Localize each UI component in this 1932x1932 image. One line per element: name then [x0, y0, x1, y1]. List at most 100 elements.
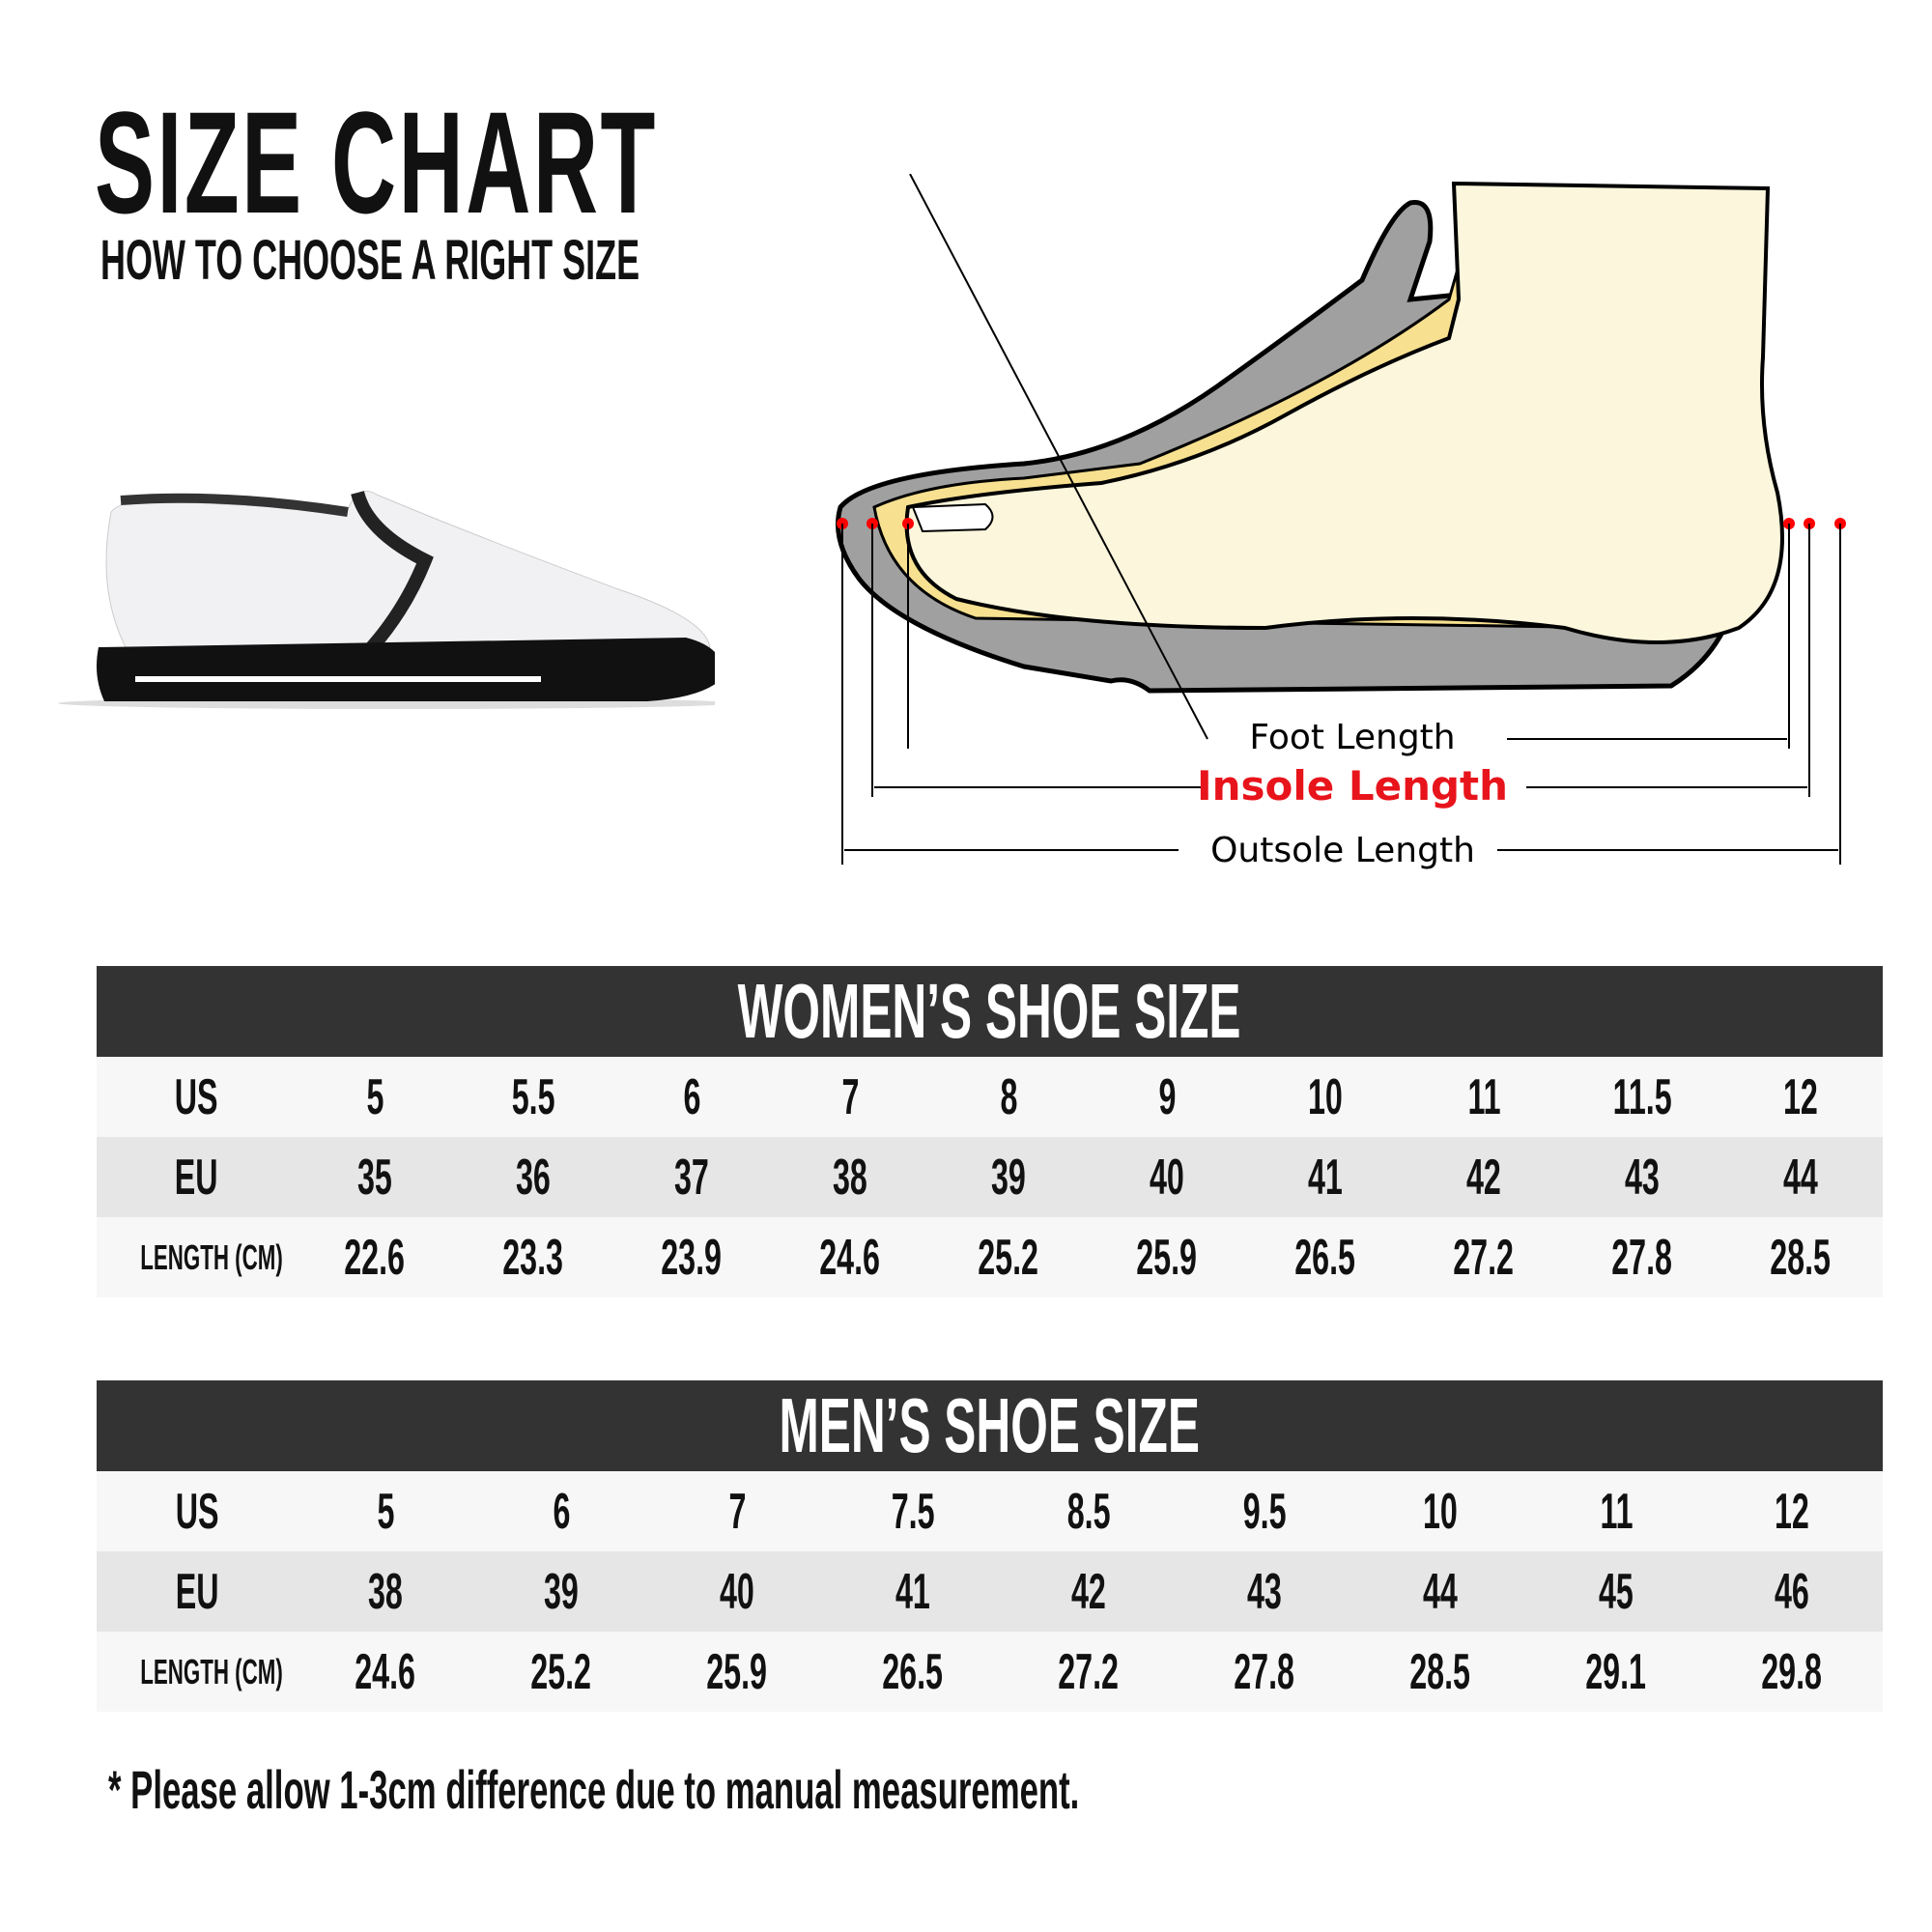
table-cell: 11 — [1528, 1483, 1704, 1541]
table-cell: 26.5 — [825, 1643, 1001, 1701]
cell-value: 9 — [1158, 1068, 1176, 1125]
table-row: US 5 6 7 7.5 8.5 9.5 10 11 12 — [97, 1471, 1883, 1551]
cell-value: 23.3 — [502, 1229, 564, 1286]
page-title-text: SIZE CHART — [95, 81, 658, 243]
table-cell: 9 — [1088, 1068, 1246, 1126]
slip-on-shoe-image — [58, 491, 715, 709]
mens-table-title-text: MEN’S SHOE SIZE — [779, 1382, 1201, 1468]
table-cell: 38 — [298, 1563, 473, 1621]
cell-value: 42 — [1071, 1563, 1106, 1620]
table-cell: 42 — [1001, 1563, 1177, 1621]
row-label: EU — [97, 1149, 296, 1207]
table-cell: 23.3 — [454, 1229, 612, 1287]
cell-value: 29.8 — [1761, 1643, 1823, 1700]
table-cell: 11.5 — [1563, 1068, 1721, 1126]
table-cell: 29.1 — [1528, 1643, 1704, 1701]
cell-value: 5 — [366, 1068, 384, 1125]
table-cell: 5.5 — [454, 1068, 612, 1126]
table-row: EU 35 36 37 38 39 40 41 42 43 44 — [97, 1137, 1883, 1217]
row-label-text: LENGTH (CM) — [140, 1651, 283, 1691]
cell-value: 26.5 — [882, 1643, 944, 1700]
row-label-text: US — [174, 1068, 218, 1125]
cell-value: 12 — [1775, 1483, 1809, 1540]
table-row: EU 38 39 40 41 42 43 44 45 46 — [97, 1551, 1883, 1632]
table-cell: 7 — [771, 1068, 929, 1126]
table-cell: 25.9 — [1088, 1229, 1246, 1287]
table-cell: 28.5 — [1352, 1643, 1528, 1701]
table-cell: 37 — [612, 1149, 771, 1207]
cell-value: 27.2 — [1453, 1229, 1515, 1286]
cell-value: 28.5 — [1770, 1229, 1832, 1286]
cell-value: 38 — [368, 1563, 403, 1620]
outsole-length-label: Outsole Length — [1210, 831, 1475, 870]
table-row: LENGTH (CM) 24.6 25.2 25.9 26.5 27.2 27.8 28.5 2… — [97, 1632, 1883, 1712]
table-cell: 35 — [296, 1149, 454, 1207]
cell-value: 11 — [1466, 1068, 1501, 1125]
table-cell: 6 — [473, 1483, 649, 1541]
table-cell: 39 — [473, 1563, 649, 1621]
table-cell: 7 — [649, 1483, 825, 1541]
cell-value: 5 — [377, 1483, 394, 1540]
row-label-text: EU — [174, 1149, 218, 1206]
cell-value: 26.5 — [1294, 1229, 1356, 1286]
table-cell: 40 — [649, 1563, 825, 1621]
cell-value: 41 — [1308, 1149, 1343, 1206]
table-cell: 25.2 — [473, 1643, 649, 1701]
table-cell: 40 — [1088, 1149, 1246, 1207]
cell-value: 39 — [544, 1563, 579, 1620]
page-title: SIZE CHART — [95, 81, 1003, 243]
cell-value: 35 — [357, 1149, 392, 1206]
table-cell: 41 — [1246, 1149, 1405, 1207]
womens-size-table: WOMEN’S SHOE SIZE US 5 5.5 6 7 8 9 10 11 11.5 12 E… — [97, 966, 1883, 1297]
table-cell: 27.2 — [1405, 1229, 1563, 1287]
cell-value: 11 — [1599, 1483, 1634, 1540]
table-cell: 9.5 — [1177, 1483, 1352, 1541]
cell-value: 25.2 — [530, 1643, 592, 1700]
cell-value: 43 — [1247, 1563, 1282, 1620]
table-row: LENGTH (CM) 22.6 23.3 23.9 24.6 25.2 25.9 26.5 2… — [97, 1217, 1883, 1297]
cell-value: 10 — [1423, 1483, 1458, 1540]
table-cell: 41 — [825, 1563, 1001, 1621]
cell-value: 27.2 — [1058, 1643, 1120, 1700]
table-cell: 22.6 — [296, 1229, 454, 1287]
table-cell: 44 — [1352, 1563, 1528, 1621]
table-cell: 44 — [1721, 1149, 1880, 1207]
row-label: US — [97, 1068, 296, 1126]
table-cell: 10 — [1246, 1068, 1405, 1126]
row-label: US — [97, 1483, 298, 1541]
table-cell: 29.8 — [1704, 1643, 1880, 1701]
cell-value: 23.9 — [661, 1229, 723, 1286]
table-row: US 5 5.5 6 7 8 9 10 11 11.5 12 — [97, 1057, 1883, 1137]
table-cell: 36 — [454, 1149, 612, 1207]
cell-value: 7.5 — [891, 1483, 935, 1540]
cell-value: 9.5 — [1242, 1483, 1287, 1540]
cell-value: 36 — [516, 1149, 551, 1206]
row-label: EU — [97, 1563, 298, 1621]
cell-value: 8.5 — [1066, 1483, 1111, 1540]
table-cell: 8.5 — [1001, 1483, 1177, 1541]
cell-value: 42 — [1466, 1149, 1501, 1206]
table-cell: 11 — [1405, 1068, 1563, 1126]
cell-value: 29.1 — [1585, 1643, 1647, 1700]
table-cell: 12 — [1721, 1068, 1880, 1126]
row-label: LENGTH (CM) — [97, 1652, 298, 1692]
table-cell: 24.6 — [771, 1229, 929, 1287]
table-cell: 46 — [1704, 1563, 1880, 1621]
table-cell: 23.9 — [612, 1229, 771, 1287]
cell-value: 38 — [833, 1149, 867, 1206]
table-cell: 12 — [1704, 1483, 1880, 1541]
table-cell: 5 — [298, 1483, 473, 1541]
cell-value: 22.6 — [344, 1229, 406, 1286]
cell-value: 45 — [1599, 1563, 1634, 1620]
cell-value: 44 — [1783, 1149, 1818, 1206]
cell-value: 43 — [1625, 1149, 1660, 1206]
table-cell: 38 — [771, 1149, 929, 1207]
table-cell: 27.2 — [1001, 1643, 1177, 1701]
cell-value: 25.9 — [706, 1643, 768, 1700]
row-label-text: EU — [175, 1563, 219, 1620]
table-cell: 43 — [1177, 1563, 1352, 1621]
cell-value: 41 — [895, 1563, 930, 1620]
row-label: LENGTH (CM) — [97, 1237, 296, 1278]
table-cell: 27.8 — [1177, 1643, 1352, 1701]
insole-length-label: Insole Length — [1197, 762, 1508, 810]
